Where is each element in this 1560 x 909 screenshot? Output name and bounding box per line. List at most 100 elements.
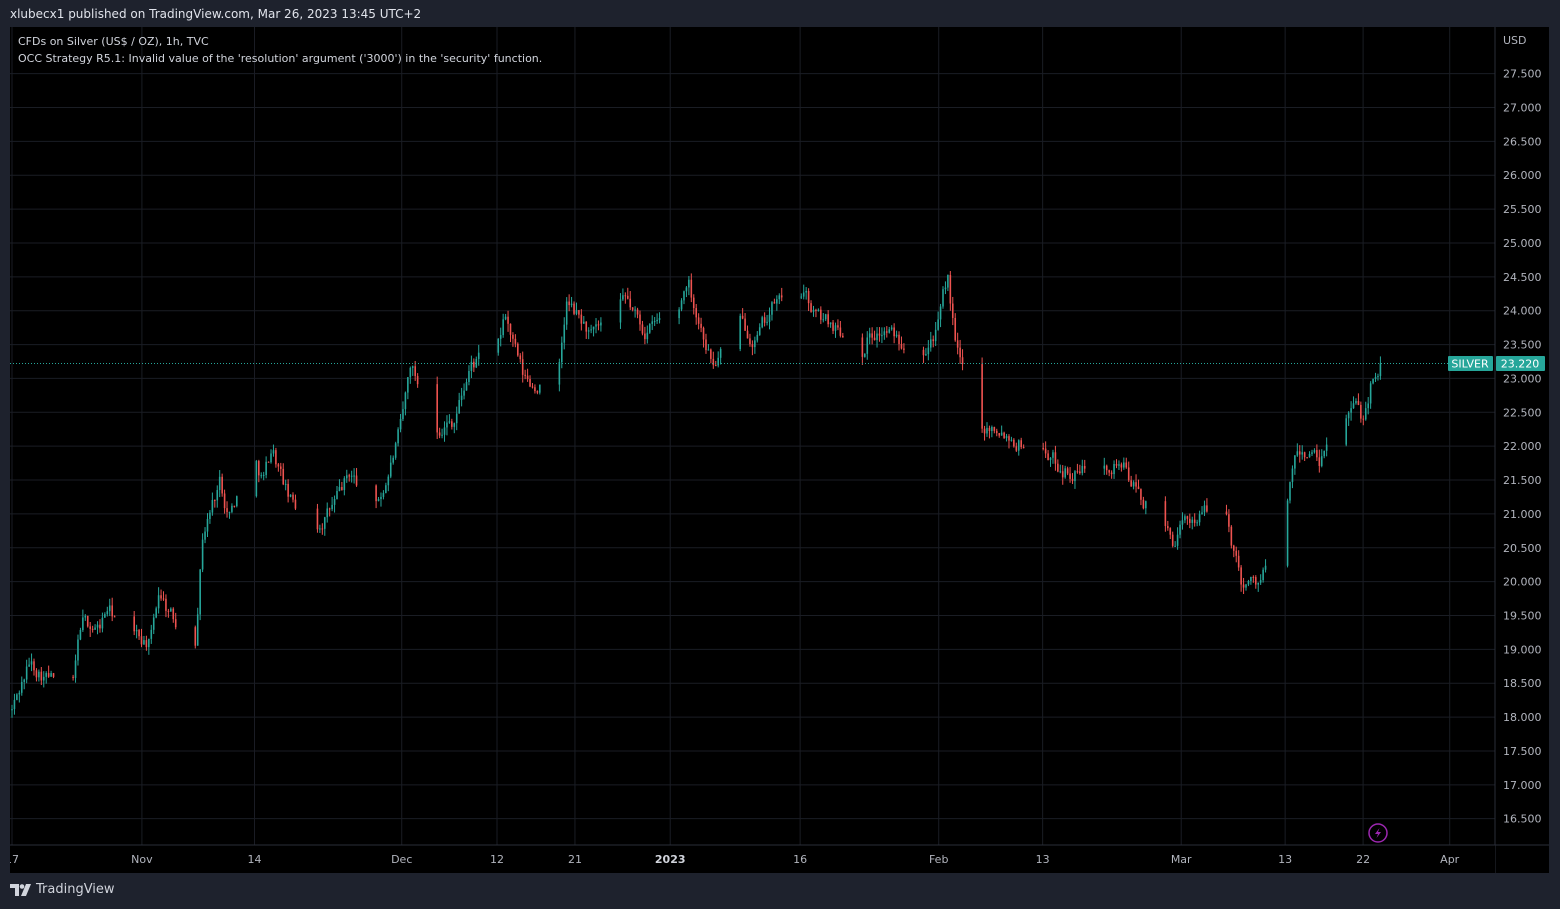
candle-body	[497, 338, 500, 353]
candle-body	[988, 427, 991, 432]
candle-body	[355, 475, 358, 486]
candle-body	[1022, 447, 1025, 449]
candle-body	[644, 333, 646, 340]
candle-body	[763, 317, 766, 323]
candle-body	[1242, 584, 1245, 588]
candle-body	[1015, 446, 1018, 451]
candle-body	[521, 359, 524, 375]
candle-body	[1013, 439, 1015, 447]
candle-body	[1164, 501, 1167, 527]
candle-body	[531, 386, 534, 388]
candle-body	[1118, 464, 1120, 466]
candle-body	[1125, 462, 1128, 468]
candle-body	[754, 340, 756, 348]
candle-body	[162, 598, 165, 600]
candle-body	[1069, 473, 1071, 479]
candle-body	[995, 430, 998, 434]
candle-body	[1049, 457, 1052, 461]
candle-body	[399, 419, 402, 430]
candle-body	[382, 492, 385, 497]
candle-body	[1232, 545, 1235, 551]
candle-body	[1169, 528, 1172, 535]
candle-body	[1064, 468, 1066, 478]
candle-body	[939, 306, 942, 320]
candle-body	[873, 337, 876, 341]
candle-body	[634, 309, 636, 311]
time-tick-label: 21	[568, 853, 582, 866]
candle-body	[1074, 471, 1076, 482]
candle-body	[1289, 482, 1291, 501]
candle-body	[157, 595, 160, 609]
price-tick-label: 21.000	[1503, 508, 1542, 521]
price-tag-label: 23.220	[1501, 358, 1540, 371]
candle-body	[89, 626, 91, 629]
candle-body	[1017, 440, 1020, 451]
chart-frame[interactable]: USD 16.500 17.000 17.500 18.000 18.500 19.000…	[10, 27, 1549, 873]
symbol-legend[interactable]: CFDs on Silver (US$ / OZ), 1h, TVC	[18, 35, 209, 48]
candle-body	[881, 335, 883, 337]
candle-body	[350, 475, 353, 477]
candle-body	[868, 333, 871, 338]
time-tick-label: 22	[1356, 853, 1370, 866]
candle-body	[1135, 482, 1137, 487]
candle-body	[561, 342, 563, 363]
candle-body	[451, 421, 453, 427]
candle-body	[824, 314, 827, 320]
price-chart[interactable]: USD 16.500 17.000 17.500 18.000 18.500 19.000…	[10, 27, 1549, 873]
candle-body	[590, 329, 592, 331]
candle-body	[262, 474, 265, 476]
candle-body	[810, 303, 812, 312]
candle-body	[526, 375, 529, 379]
candle-body	[35, 670, 38, 678]
candle-body	[573, 303, 575, 314]
candle-body	[30, 661, 33, 665]
candle-body	[233, 505, 236, 507]
tradingview-logo[interactable]: TradingView	[10, 882, 115, 897]
candle-body	[194, 627, 197, 646]
candle-body	[768, 314, 771, 322]
candle-body	[558, 362, 561, 385]
candle-body	[40, 671, 43, 681]
candle-body	[1377, 376, 1379, 378]
time-tick-label: 2023	[655, 853, 686, 866]
candle-body	[504, 316, 507, 320]
candle-body	[20, 681, 23, 693]
price-tick-label: 22.000	[1503, 440, 1542, 453]
candle-body	[375, 485, 377, 502]
candle-body	[895, 334, 898, 337]
price-axis[interactable]	[1495, 27, 1549, 845]
candle-body	[641, 324, 644, 334]
price-tick-label: 24.500	[1503, 271, 1542, 284]
candle-body	[893, 327, 895, 337]
candle-body	[741, 315, 744, 319]
candle-body	[683, 291, 685, 301]
candle-body	[72, 676, 74, 678]
time-axis[interactable]	[10, 845, 1495, 873]
candles	[11, 270, 1382, 718]
candle-body	[861, 337, 864, 357]
candle-body	[407, 377, 409, 393]
candle-body	[925, 354, 927, 356]
candle-body	[1008, 436, 1010, 441]
candle-body	[697, 317, 700, 324]
candle-body	[458, 400, 460, 414]
candle-body	[502, 319, 504, 336]
price-tick-label: 18.000	[1503, 711, 1542, 724]
candle-body	[1179, 524, 1181, 535]
replay-lightning-icon[interactable]	[1368, 823, 1388, 843]
candle-body	[890, 327, 893, 330]
candle-body	[460, 395, 463, 401]
price-tick-label: 19.000	[1503, 643, 1542, 656]
candle-body	[864, 353, 866, 357]
price-tick-label: 23.000	[1503, 372, 1542, 385]
candle-body	[934, 329, 937, 342]
candle-body	[1325, 444, 1328, 451]
candle-body	[685, 287, 688, 292]
candle-body	[998, 433, 1001, 436]
candle-body	[91, 628, 94, 630]
candle-body	[981, 364, 983, 429]
candle-body	[267, 461, 270, 463]
candle-body	[822, 319, 825, 321]
candle-body	[255, 461, 258, 497]
candle-body	[829, 322, 832, 325]
